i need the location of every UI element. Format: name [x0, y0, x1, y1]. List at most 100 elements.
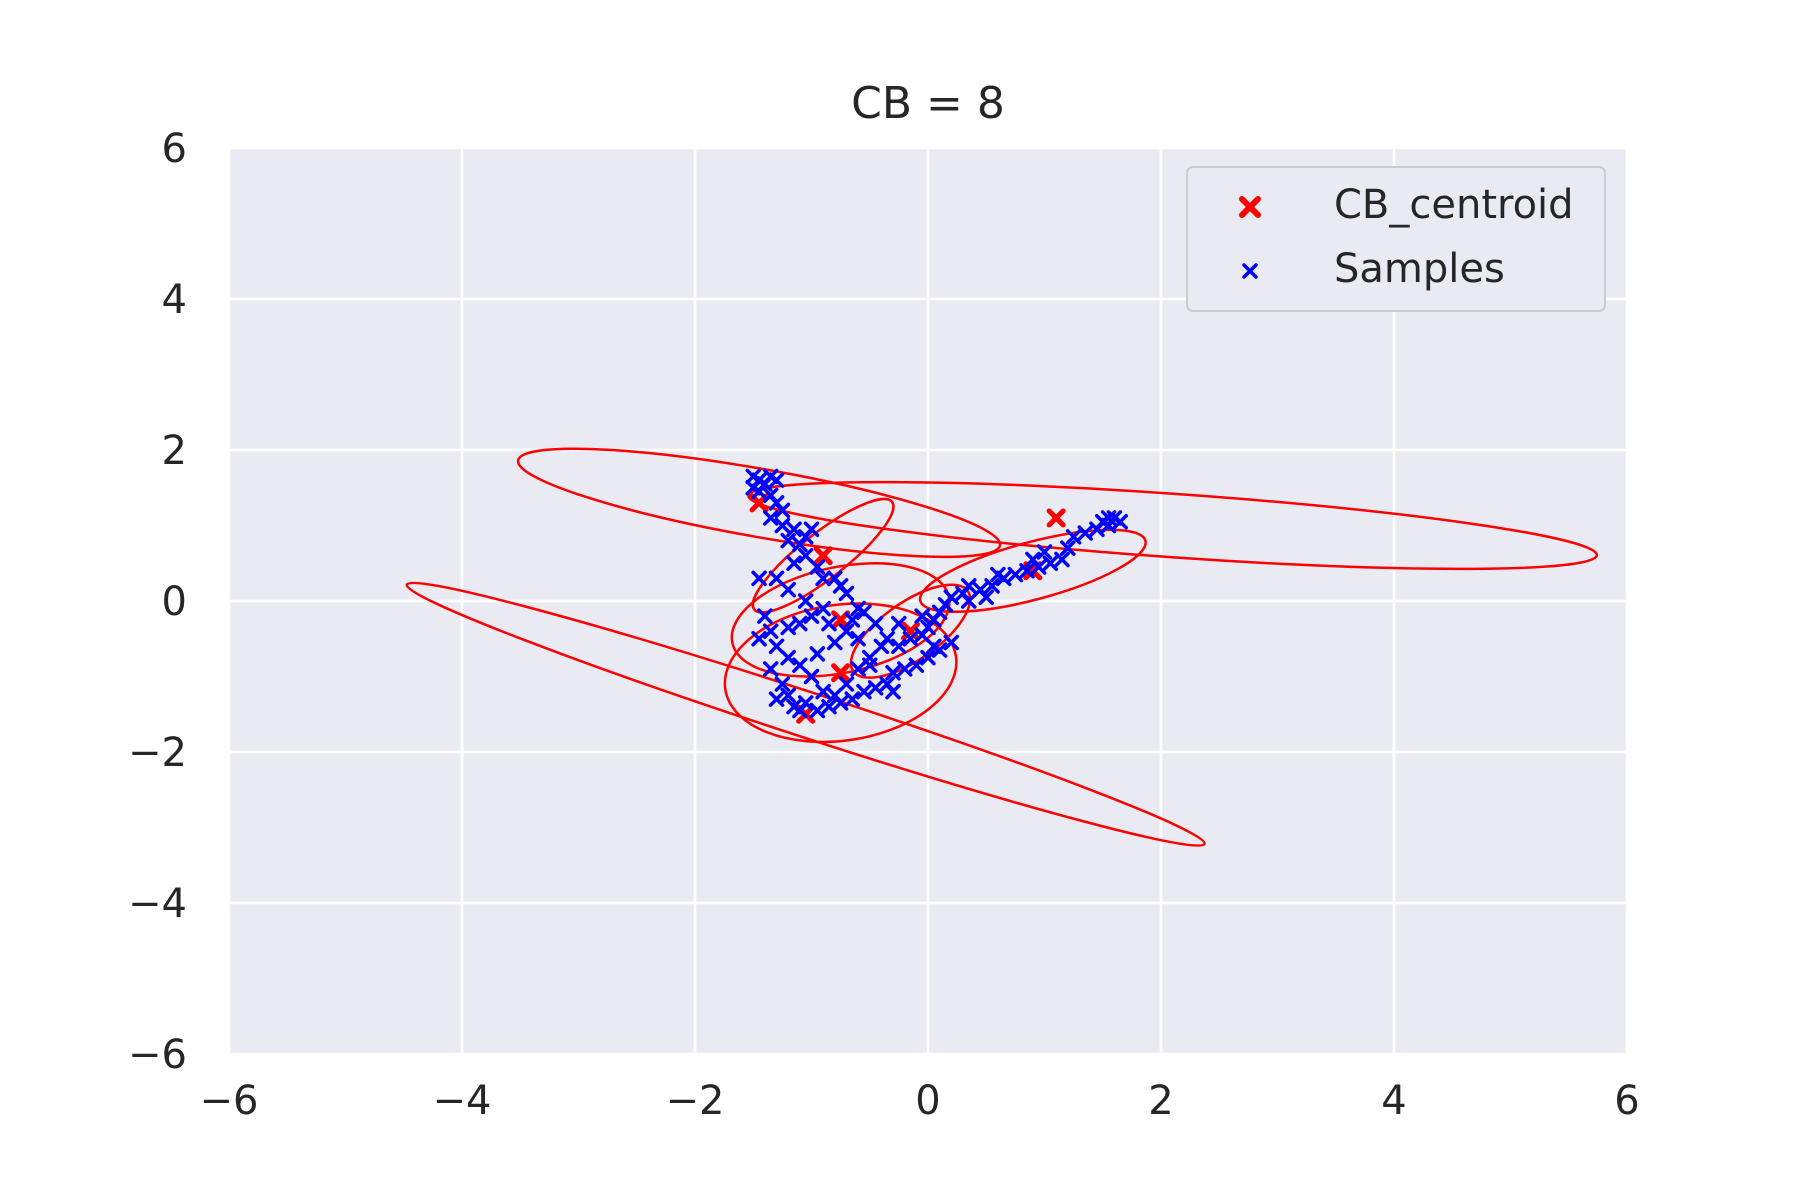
sample-point	[780, 619, 796, 636]
sample-point	[751, 570, 767, 587]
sample-point	[821, 698, 837, 715]
sample-point	[803, 608, 820, 624]
x-tick-label: 2	[1148, 1078, 1173, 1124]
sample-point	[786, 521, 802, 538]
sample-point	[774, 676, 791, 692]
sample-point	[943, 634, 960, 651]
sample-point	[827, 687, 843, 704]
sample-point	[891, 638, 907, 655]
sample-point	[908, 657, 925, 673]
x-tick-label: 0	[915, 1078, 940, 1124]
sample-point	[961, 578, 977, 594]
sample-point	[768, 570, 785, 587]
ellipse-7	[918, 528, 1147, 614]
sample-point	[797, 547, 814, 564]
legend-label-samples: Samples	[1334, 246, 1505, 292]
sample-point	[978, 589, 994, 605]
sample-point	[838, 676, 855, 692]
sample-point	[850, 631, 866, 647]
ellipse-2	[751, 497, 895, 614]
sample-point	[757, 608, 773, 624]
x-tick-label: −6	[200, 1078, 259, 1124]
sample-point	[838, 623, 855, 639]
legend-marker-centroid	[1239, 196, 1261, 218]
sample-point	[1065, 529, 1082, 545]
sample-point	[832, 578, 849, 594]
x-axis-ticks: −6 −4 −2 0 2 4 6	[200, 1078, 1640, 1124]
sample-point	[891, 615, 907, 632]
sample-point	[844, 691, 861, 707]
centroid-point	[831, 663, 851, 683]
sample-point	[780, 532, 796, 549]
sample-point	[862, 649, 878, 666]
sample-point	[792, 657, 808, 673]
sample-point	[896, 661, 913, 677]
sample-point	[797, 529, 814, 545]
sample-point	[774, 517, 791, 534]
sample-point	[867, 615, 884, 632]
sample-point	[780, 687, 796, 704]
y-tick-label: 6	[162, 126, 187, 172]
sample-point	[827, 634, 843, 651]
sample-point	[926, 638, 942, 655]
sample-point	[792, 702, 808, 719]
sample-point	[867, 680, 884, 696]
y-tick-label: −2	[128, 730, 187, 776]
y-axis-ticks: −6 −4 −2 0 2 4 6	[128, 126, 187, 1078]
sample-point	[961, 593, 977, 609]
sample-point	[1025, 551, 1041, 568]
legend-label-centroid: CB_centroid	[1334, 182, 1574, 228]
sample-point	[751, 631, 767, 647]
sample-point	[902, 631, 919, 647]
x-tick-label: 6	[1614, 1078, 1639, 1124]
sample-point	[768, 691, 785, 707]
sample-point	[774, 502, 791, 519]
sample-point	[1036, 544, 1053, 560]
sample-point	[885, 683, 901, 700]
sample-point	[797, 593, 814, 609]
ellipse-4	[723, 602, 958, 744]
sample-point	[943, 589, 960, 605]
sample-point	[768, 638, 785, 655]
sample-point	[990, 566, 1006, 583]
y-tick-label: 4	[162, 277, 187, 323]
sample-point	[786, 555, 802, 571]
y-tick-label: −6	[128, 1032, 187, 1078]
sample-point	[815, 600, 831, 617]
x-tick-label: 4	[1381, 1078, 1406, 1124]
sample-point	[856, 683, 872, 700]
legend-marker-samples	[1242, 263, 1258, 279]
legend: CB_centroid Samples	[1186, 166, 1606, 312]
data-series	[745, 468, 1128, 724]
sample-point	[1060, 540, 1076, 556]
ellipse-5	[405, 581, 1206, 847]
sample-point	[780, 581, 796, 598]
y-tick-label: 2	[162, 428, 187, 474]
sample-point	[821, 615, 837, 632]
sample-point	[762, 661, 779, 677]
sample-point	[809, 702, 826, 719]
sample-point	[856, 604, 872, 621]
sample-point	[1054, 551, 1070, 568]
grid	[227, 146, 1629, 1056]
sample-point	[1077, 525, 1094, 541]
sample-point	[780, 649, 796, 666]
sample-point	[873, 638, 890, 655]
centroid-point	[1046, 508, 1066, 528]
sample-point	[815, 570, 831, 587]
legend-samples-icon	[1242, 263, 1258, 279]
sample-point	[815, 683, 831, 700]
sample-point	[809, 559, 826, 575]
sample-point	[920, 649, 936, 666]
sample-point	[1100, 517, 1117, 534]
sample-point	[844, 612, 861, 628]
sample-point	[1019, 563, 1035, 579]
sample-point	[850, 661, 866, 677]
sample-point	[1112, 513, 1128, 530]
legend-centroid-icon	[1239, 196, 1261, 218]
ellipse-1	[747, 480, 1599, 571]
x-tick-label: −2	[666, 1078, 725, 1124]
sample-point	[762, 510, 779, 526]
y-tick-label: 0	[162, 579, 187, 625]
